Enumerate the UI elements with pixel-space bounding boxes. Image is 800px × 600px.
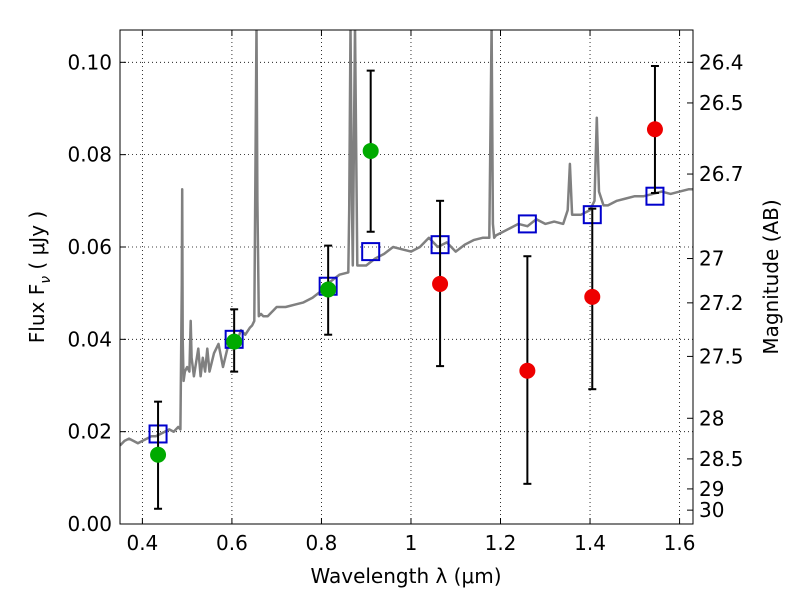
- photometry-point: [584, 288, 601, 305]
- x-axis-label: Wavelength λ (μm): [310, 564, 501, 588]
- x-tick-label: 1.2: [485, 531, 517, 555]
- photometry-point: [226, 333, 243, 350]
- y-tick-label: 0.06: [67, 235, 112, 259]
- model-square-marker: [517, 214, 537, 234]
- y-tick-label: 0.10: [67, 50, 112, 74]
- photometry-point: [150, 446, 167, 463]
- x-tick-label: 1.6: [664, 531, 696, 555]
- x-tick-label: 0.4: [126, 531, 158, 555]
- axes-frame: [119, 29, 694, 525]
- y-axis-label-main: Flux F: [25, 284, 49, 343]
- y2-tick-label: 26.4: [699, 50, 744, 74]
- y2-tick-label: 27.5: [699, 344, 744, 368]
- model-square-marker: [361, 242, 381, 262]
- y-tick-label: 0.02: [67, 420, 112, 444]
- y2-tick-label: 26.5: [699, 91, 744, 115]
- y2-tick-label: 29: [699, 477, 724, 501]
- y2-tick-label: 27.2: [699, 291, 744, 315]
- y-tick-label: 0.00: [67, 512, 112, 536]
- x-tick-label: 1: [405, 531, 418, 555]
- y-axis-label-unit: ( μJy ): [25, 211, 49, 276]
- x-axis-ticks: 0.4 0.6 0.8 1 1.2 1.4 1.6: [126, 30, 695, 555]
- photometry-point: [646, 121, 663, 138]
- y2-tick-label: 27: [699, 247, 724, 271]
- plot-area: [120, 30, 693, 510]
- y-axis-ticks: 0.00 0.02 0.04 0.06 0.08 0.10: [67, 50, 126, 536]
- y2-tick-label: 28.5: [699, 447, 744, 471]
- y-tick-label: 0.08: [67, 143, 112, 167]
- y-axis-label: Flux Fν ( μJy ): [25, 211, 54, 343]
- y2-tick-label: 30: [699, 498, 724, 522]
- y-tick-label: 0.04: [67, 327, 112, 351]
- photometry-point: [519, 362, 536, 379]
- photometry-point: [432, 275, 449, 292]
- y-axis-label-subscript: ν: [38, 276, 54, 284]
- y2-axis-label: Magnitude (AB): [759, 199, 783, 354]
- x-tick-label: 1.4: [574, 531, 606, 555]
- spectrum-line: [120, 30, 693, 447]
- x-tick-label: 0.8: [306, 531, 338, 555]
- grid-lines: [120, 30, 693, 525]
- y2-tick-label: 28: [699, 406, 724, 430]
- x-tick-label: 0.6: [216, 531, 248, 555]
- y2-tick-label: 26.7: [699, 162, 744, 186]
- photometry-point: [320, 281, 337, 298]
- photometry-point: [362, 142, 379, 159]
